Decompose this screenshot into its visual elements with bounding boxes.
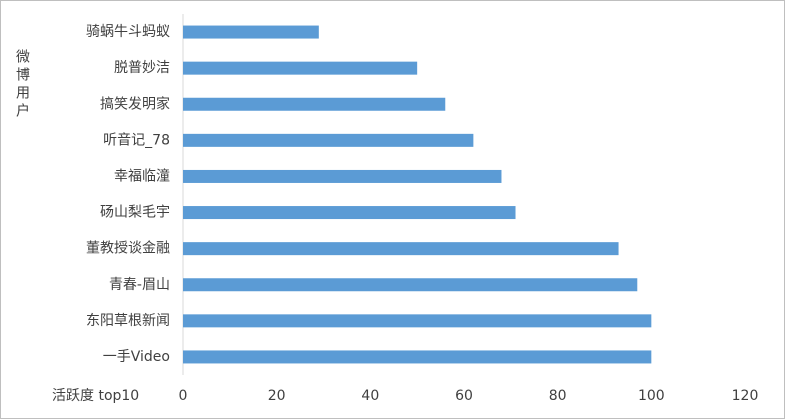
y-axis-label: 微博用户: [14, 49, 30, 121]
y-tick-label: 脱普妙洁: [114, 60, 170, 76]
x-tick-label: 100: [638, 388, 665, 404]
x-tick-label: 0: [179, 388, 188, 404]
x-axis-label: 活跃度 top10: [52, 388, 139, 404]
x-tick-label: 60: [455, 388, 473, 404]
y-tick-label: 砀山梨毛宇: [100, 205, 170, 221]
y-tick-label: 董教授谈金融: [86, 241, 170, 257]
bar: [183, 169, 502, 183]
y-tick-label: 搞笑发明家: [100, 95, 170, 112]
bar: [183, 133, 474, 147]
x-tick-label: 120: [732, 388, 759, 404]
bar: [183, 278, 638, 292]
bar: [183, 314, 652, 328]
bar: [183, 350, 652, 364]
bar: [183, 25, 319, 39]
y-tick-label: 东阳草根新闻: [86, 313, 170, 329]
y-tick-label: 骑蜗牛斗蚂蚁: [86, 24, 170, 40]
bar: [183, 206, 516, 220]
y-tick-label: 听音记_78: [103, 131, 170, 148]
x-tick-label: 20: [268, 388, 286, 404]
x-tick-label: 80: [549, 388, 567, 404]
y-tick-label: 一手Video: [103, 349, 170, 365]
y-tick-label: 青春-眉山: [109, 277, 170, 293]
bar: [183, 97, 446, 111]
x-tick-label: 40: [361, 388, 379, 404]
bar: [183, 61, 418, 75]
bar: [183, 242, 619, 256]
y-tick-label: 幸福临潼: [114, 167, 170, 184]
